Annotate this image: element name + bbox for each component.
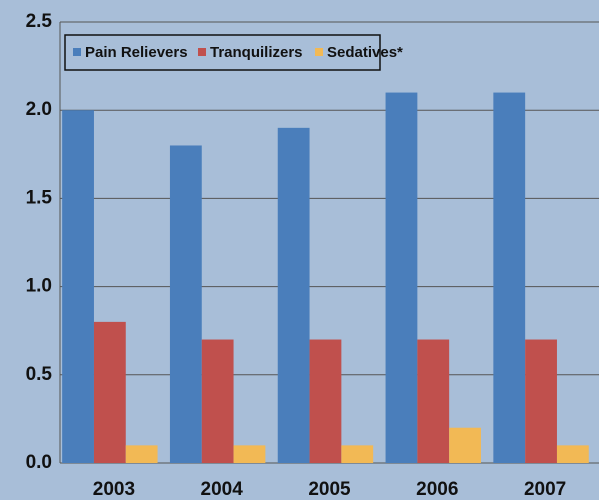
legend-label: Sedatives* bbox=[327, 44, 403, 61]
bar bbox=[201, 339, 234, 463]
bar bbox=[385, 92, 418, 463]
bar bbox=[493, 92, 526, 463]
legend-swatch bbox=[73, 48, 81, 56]
bar bbox=[125, 445, 158, 463]
y-tick-label: 0.5 bbox=[26, 364, 53, 385]
legend-label: Pain Relievers bbox=[85, 44, 188, 61]
bar bbox=[233, 445, 266, 463]
x-tick-label: 2005 bbox=[308, 479, 351, 500]
bar bbox=[417, 339, 450, 463]
y-tick-label: 2.5 bbox=[26, 11, 53, 32]
x-tick-label: 2003 bbox=[93, 479, 135, 500]
x-tick-label: 2007 bbox=[524, 479, 566, 500]
legend-swatch bbox=[315, 48, 323, 56]
x-tick-label: 2004 bbox=[201, 479, 244, 500]
bar bbox=[341, 445, 374, 463]
legend-box bbox=[64, 34, 381, 71]
legend-label: Tranquilizers bbox=[210, 44, 303, 61]
bar bbox=[525, 339, 557, 463]
y-tick-label: 0.0 bbox=[26, 452, 52, 473]
legend-swatch bbox=[198, 48, 206, 56]
bar bbox=[277, 127, 310, 463]
bar bbox=[169, 145, 202, 464]
bar bbox=[556, 445, 589, 463]
y-tick-label: 1.0 bbox=[26, 276, 52, 297]
bar bbox=[309, 339, 342, 463]
bar bbox=[93, 321, 126, 463]
x-tick-label: 2006 bbox=[416, 479, 458, 500]
bar bbox=[62, 110, 94, 463]
y-tick-label: 1.5 bbox=[26, 187, 53, 208]
bar bbox=[449, 427, 481, 463]
y-tick-label: 2.0 bbox=[26, 99, 52, 120]
